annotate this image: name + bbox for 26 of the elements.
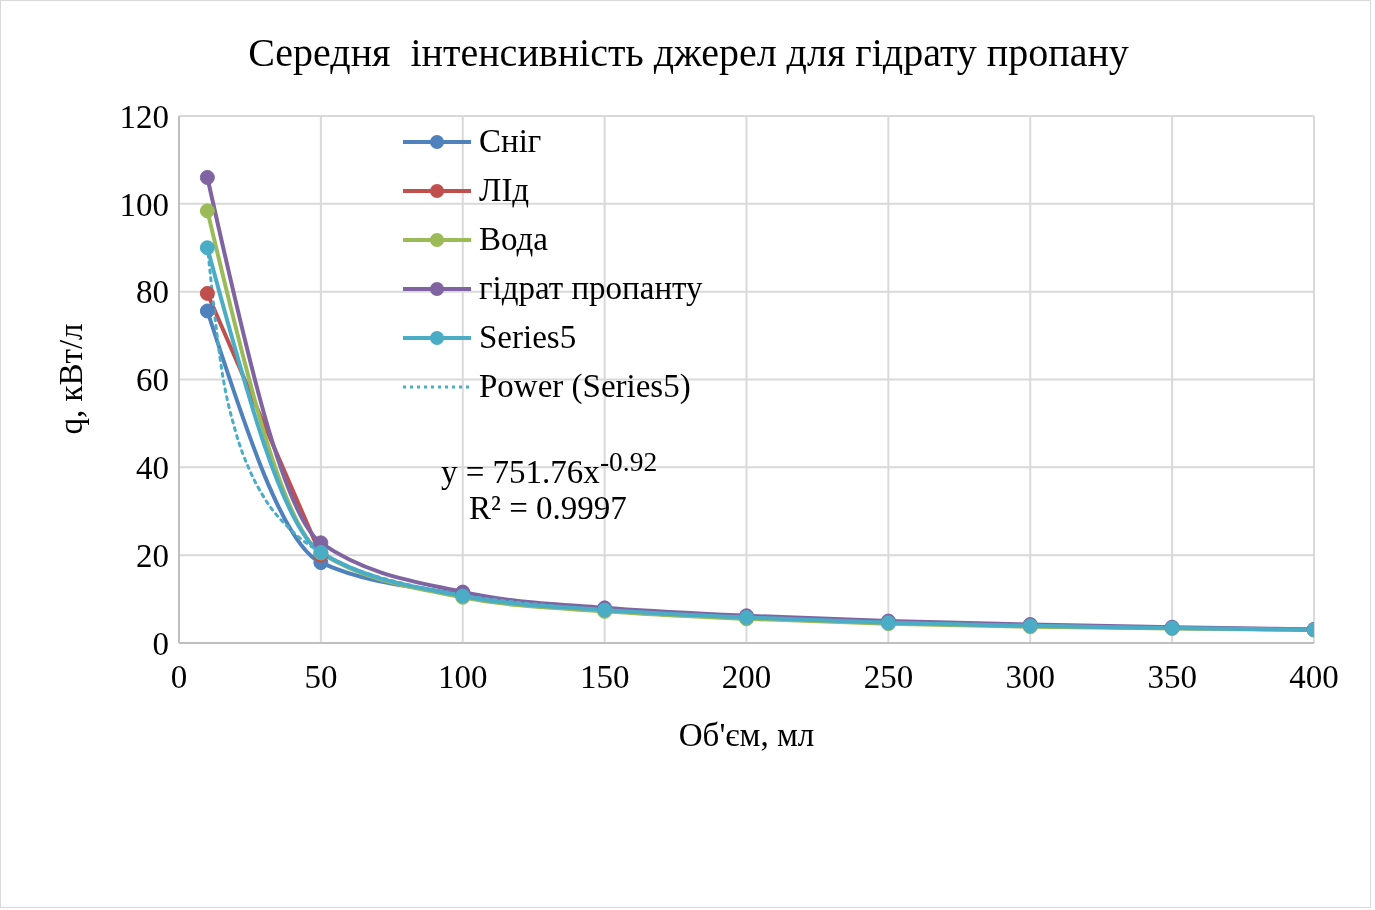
y-tick-label: 0 [152,625,169,662]
y-tick-label: 20 [136,537,169,574]
legend-label: Power (Series5) [479,368,691,405]
x-tick-label: 50 [304,659,338,696]
y-tick-label: 40 [136,450,169,487]
x-tick-label: 200 [721,659,772,696]
x-tick-label: 250 [863,659,914,696]
legend-label: Series5 [479,319,577,356]
x-tick-label: 300 [1005,659,1055,696]
chart-title: Середня інтенсивність джерел для гідрату пропану [247,29,1130,76]
legend-label: гідрат пропанту [479,270,703,307]
y-tick-label: 80 [136,274,169,311]
x-axis-title: Об'єм, мл [677,717,816,754]
y-tick-label: 100 [119,186,169,223]
x-tick-label: 350 [1147,659,1197,696]
annotation: y = 751.76x$^{-0.92}$ [441,446,658,491]
y-axis-title: q, кВт/л [52,323,90,435]
y-tick-label: 60 [136,362,169,399]
legend-label: Сніг [479,123,542,160]
x-tick-label: 100 [438,659,488,696]
legend-label: ЛІд [479,172,530,209]
x-tick-label: 400 [1289,659,1339,696]
x-tick-label: 150 [579,659,630,696]
annotation: R² = 0.9997 [469,490,627,527]
legend-label: Вода [479,221,548,258]
y-tick-label: 120 [119,98,169,135]
